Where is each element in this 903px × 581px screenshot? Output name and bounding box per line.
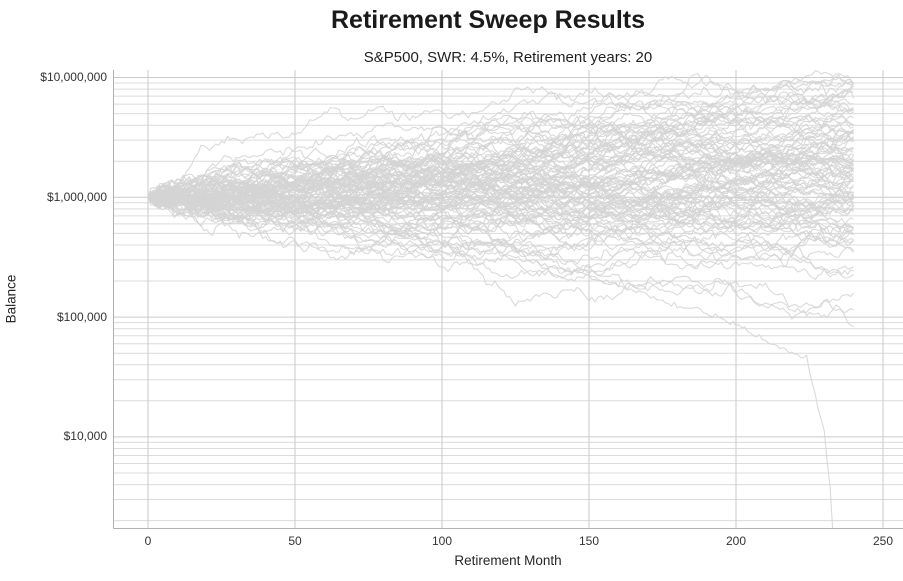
x-tick-label: 250 [872,534,894,548]
y-tick-label: $10,000 [63,429,107,444]
simulation-path [147,173,855,222]
x-tick-label: 50 [288,534,302,548]
simulation-path [147,170,855,235]
y-tick-label: $100,000 [56,309,107,324]
simulation-path [147,180,855,226]
simulation-path [147,118,854,208]
simulation-path [147,182,854,233]
axis-spines [113,70,903,529]
y-tick-label: $10,000,000 [40,70,107,84]
simulation-path [147,95,854,198]
depleted-path [147,195,834,529]
series-lines [147,70,855,529]
x-tick-label: 150 [578,534,600,548]
simulation-path [147,74,854,207]
simulation-path [147,194,854,280]
simulation-path [147,184,854,234]
x-tick-label: 0 [144,534,152,548]
simulation-path [147,155,854,208]
simulation-path [147,193,854,239]
simulation-path [147,111,854,198]
y-tick-label: $1,000,000 [46,189,107,204]
simulation-path [147,123,854,200]
simulation-path [147,89,854,202]
chart-title: Retirement Sweep Results [331,6,645,34]
x-tick-label: 100 [431,534,453,548]
simulation-path [147,127,855,206]
simulation-path [147,195,855,309]
x-axis-label: Retirement Month [454,553,562,568]
simulation-path [147,153,854,239]
simulation-path [147,85,855,200]
simulation-path [147,174,854,211]
simulation-path [147,143,854,211]
chart-subtitle: S&P500, SWR: 4.5%, Retirement years: 20 [363,49,653,66]
simulation-path [147,196,854,264]
x-tick-label: 200 [725,534,747,548]
